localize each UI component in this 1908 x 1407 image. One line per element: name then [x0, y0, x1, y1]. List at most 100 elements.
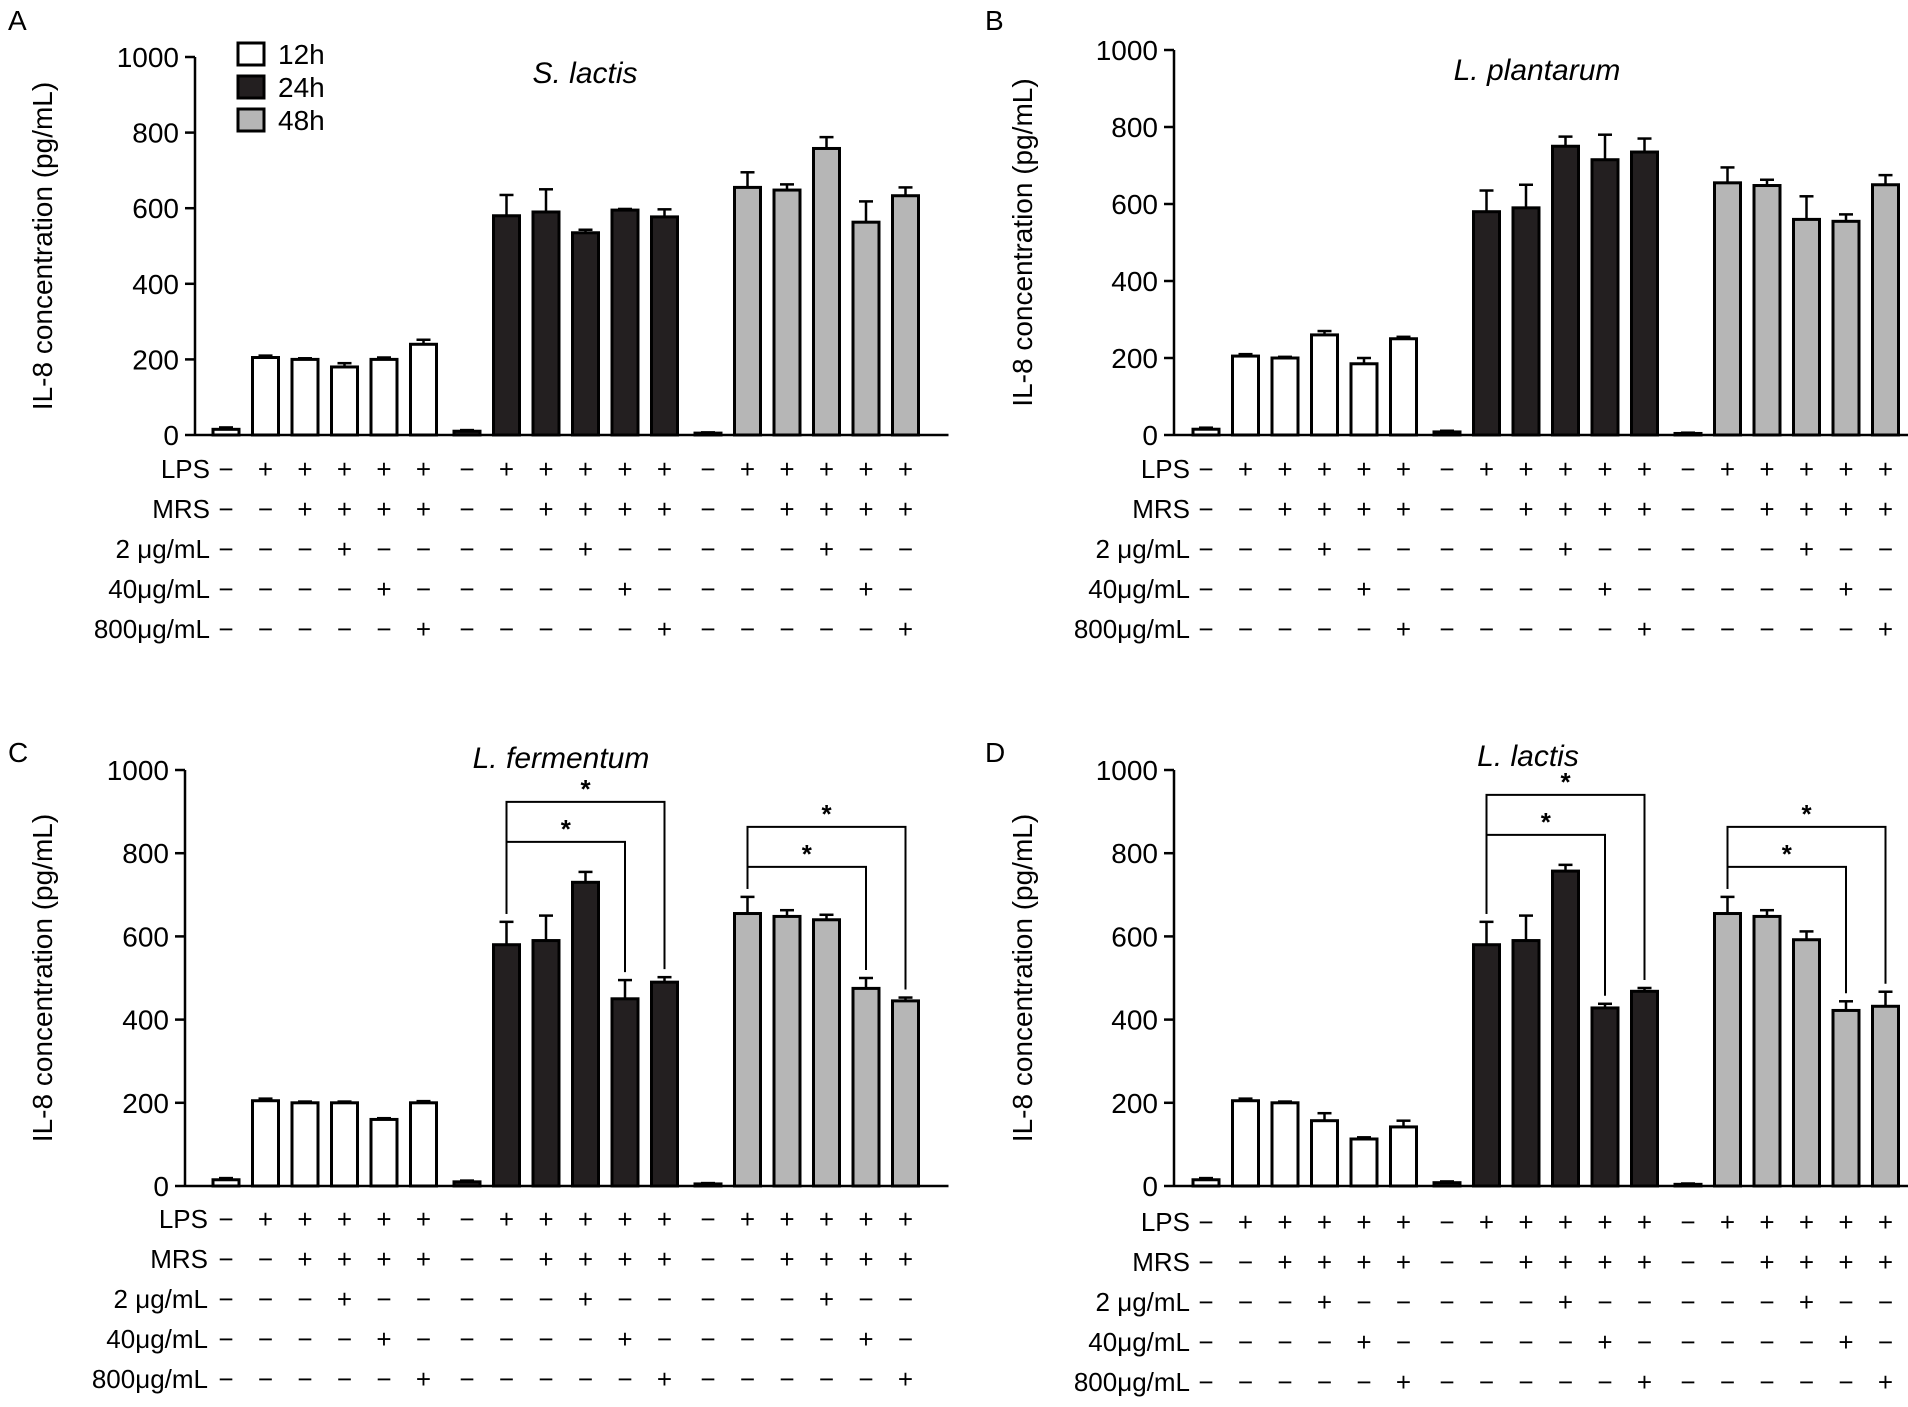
treatment-sign: −: [740, 494, 755, 524]
treatment-sign: −: [1277, 614, 1292, 644]
treatment-sign: −: [337, 614, 352, 644]
bar-24h: [1472, 210, 1501, 437]
bar-24h: [650, 215, 679, 437]
legend-label: 12h: [278, 39, 325, 70]
significance-bracket: [746, 825, 907, 990]
treatment-sign: +: [1637, 454, 1652, 484]
treatment-sign: +: [1597, 1327, 1612, 1357]
treatment-sign: −: [499, 494, 514, 524]
treatment-sign: −: [617, 1284, 632, 1314]
treatment-sign: +: [1277, 494, 1292, 524]
y-tick-label: 400: [132, 269, 179, 300]
panel-a: A IL-8 concentration (pg/mL) 0 200 400 600 800…: [8, 5, 949, 644]
treatment-sign: −: [1558, 1367, 1573, 1397]
treatment-sign: +: [1356, 1207, 1371, 1237]
bar-12h: [1231, 1099, 1260, 1188]
bar-12h: [1349, 362, 1379, 437]
treatment-sign: +: [1759, 1247, 1774, 1277]
treatment-sign: −: [1439, 614, 1454, 644]
treatment-sign: −: [578, 1364, 593, 1394]
chart-title: L. lactis: [1477, 740, 1579, 773]
bar-24h: [571, 231, 600, 437]
treatment-sign: +: [499, 454, 514, 484]
treatment-sign: −: [1878, 534, 1893, 564]
treatment-sign: −: [1277, 1287, 1292, 1317]
treatment-sign: −: [1439, 1207, 1454, 1237]
treatment-sign: +: [657, 1364, 672, 1394]
treatment-sign: −: [819, 574, 834, 604]
treatment-sign: +: [858, 454, 873, 484]
treatment-label: 2 μg/mL: [114, 1284, 208, 1314]
treatment-sign: −: [1597, 614, 1612, 644]
y-tick-label: 200: [132, 344, 179, 375]
significance-bracket: [746, 865, 867, 970]
treatment-sign: −: [1238, 614, 1253, 644]
treatment-sign: +: [1558, 1287, 1573, 1317]
bar-48h: [1871, 1004, 1900, 1188]
treatment-sign: −: [376, 534, 391, 564]
y-tick-label: 0: [153, 1171, 169, 1202]
treatment-sign: −: [578, 614, 593, 644]
significance-bracket: [1726, 825, 1887, 984]
treatment-sign: +: [416, 494, 431, 524]
treatment-sign: −: [617, 1364, 632, 1394]
bar-24h: [1551, 144, 1580, 437]
y-tick-label: 200: [1111, 1088, 1158, 1119]
bar-24h: [1590, 1006, 1620, 1188]
treatment-sign: −: [1439, 1327, 1454, 1357]
treatment-sign: −: [459, 534, 474, 564]
treatment-sign: −: [1518, 1287, 1533, 1317]
treatment-sign: −: [819, 614, 834, 644]
treatment-sign: +: [416, 454, 431, 484]
treatment-sign: −: [1720, 494, 1735, 524]
bar-24h: [1551, 869, 1580, 1188]
treatment-sign: −: [1720, 1327, 1735, 1357]
treatment-sign: −: [258, 534, 273, 564]
treatment-sign: +: [1518, 454, 1533, 484]
bar-24h: [1630, 150, 1659, 437]
treatment-sign: +: [1838, 1207, 1853, 1237]
treatment-sign: −: [218, 454, 233, 484]
treatment-sign: −: [898, 574, 913, 604]
treatment-sign: +: [1597, 1207, 1612, 1237]
treatment-sign: −: [1720, 1367, 1735, 1397]
treatment-sign: +: [337, 494, 352, 524]
treatment-sign: +: [1356, 1327, 1371, 1357]
treatment-sign: +: [499, 1204, 514, 1234]
treatment-sign: −: [258, 1364, 273, 1394]
bar-12h: [251, 1099, 280, 1188]
y-tick-label: 400: [122, 1005, 169, 1036]
treatment-sign: −: [1277, 1327, 1292, 1357]
treatment-sign: −: [1479, 574, 1494, 604]
treatment-sign: −: [459, 574, 474, 604]
treatment-sign: +: [1518, 1247, 1533, 1277]
treatment-sign: −: [1198, 454, 1213, 484]
treatment-sign: +: [1558, 534, 1573, 564]
y-tick-label: 1000: [107, 755, 169, 786]
treatment-sign: −: [1479, 494, 1494, 524]
significance-star: *: [821, 799, 832, 829]
treatment-sign: +: [1878, 1367, 1893, 1397]
treatment-sign: +: [657, 1204, 672, 1234]
treatment-sign: +: [779, 1244, 794, 1274]
panel-d: D IL-8 concentration (pg/mL) 0 200 400 600 800…: [985, 737, 1908, 1397]
treatment-label: 800μg/mL: [94, 614, 210, 644]
treatment-sign: +: [1558, 1207, 1573, 1237]
treatment-sign: +: [376, 574, 391, 604]
treatment-sign: −: [258, 1244, 273, 1274]
treatment-sign: +: [657, 494, 672, 524]
y-tick-label: 400: [1111, 1005, 1158, 1036]
treatment-sign: −: [1317, 1327, 1332, 1357]
treatment-sign: +: [617, 1204, 632, 1234]
treatment-sign: +: [617, 494, 632, 524]
treatment-sign: −: [1518, 1327, 1533, 1357]
treatment-sign: −: [700, 1324, 715, 1354]
bar-48h: [693, 1182, 723, 1188]
bar-24h: [492, 943, 521, 1188]
treatment-sign: −: [1558, 1327, 1573, 1357]
treatment-sign: +: [578, 1284, 593, 1314]
treatment-sign: −: [819, 1324, 834, 1354]
treatment-sign: −: [1597, 1367, 1612, 1397]
treatment-sign: −: [218, 614, 233, 644]
